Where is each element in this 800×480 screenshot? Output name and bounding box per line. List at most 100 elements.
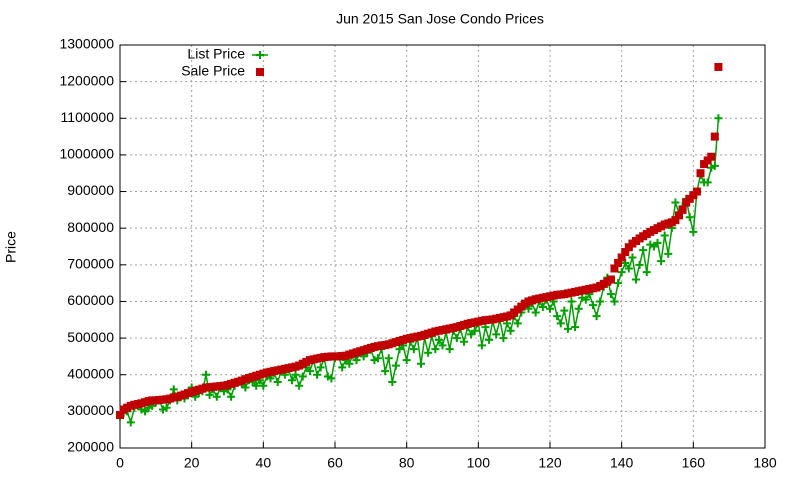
plot-frame <box>119 44 766 449</box>
data-point <box>438 341 447 350</box>
data-point <box>291 370 300 379</box>
data-point <box>571 323 580 332</box>
data-point <box>639 246 648 255</box>
y-tick-label: 300000 <box>67 402 114 418</box>
x-tick-label: 20 <box>184 455 200 471</box>
x-tick-label: 80 <box>399 455 415 471</box>
data-point <box>241 383 250 392</box>
y-tick-label: 1200000 <box>59 72 114 88</box>
data-point <box>685 213 694 222</box>
data-point <box>606 290 615 299</box>
x-tick-label: 0 <box>116 455 124 471</box>
data-point <box>546 304 554 313</box>
data-point <box>714 114 723 123</box>
y-tick-label: 900000 <box>67 182 114 198</box>
x-tick-label: 180 <box>753 455 777 471</box>
data-point <box>610 297 619 306</box>
data-point <box>506 326 515 335</box>
data-point <box>445 345 454 354</box>
data-point <box>614 279 623 288</box>
data-point <box>592 312 601 321</box>
y-tick-label: 600000 <box>67 292 114 308</box>
data-point <box>460 337 468 346</box>
data-point <box>169 385 178 394</box>
data-point <box>660 231 669 240</box>
data-point <box>381 367 390 376</box>
data-point <box>374 354 382 363</box>
data-point <box>345 359 354 368</box>
data-point <box>589 301 597 310</box>
data-point <box>202 370 210 379</box>
data-point <box>610 264 619 273</box>
chart-title: Jun 2015 San Jose Condo Prices <box>336 11 544 27</box>
y-axis-label: Price <box>3 231 19 263</box>
data-point <box>259 381 268 390</box>
data-point <box>205 390 214 399</box>
data-point <box>538 302 547 311</box>
data-point <box>417 359 425 368</box>
data-point <box>657 257 666 266</box>
x-tick-label: 140 <box>610 455 634 471</box>
data-point <box>305 367 314 376</box>
data-point <box>689 227 698 236</box>
y-tick-label: 700000 <box>67 256 114 272</box>
data-point <box>563 324 572 333</box>
data-point <box>614 258 623 267</box>
data-point <box>391 361 400 370</box>
x-tick-label: 160 <box>682 455 706 471</box>
data-point <box>692 187 701 196</box>
data-point <box>485 335 494 344</box>
data-point <box>707 152 716 161</box>
data-point <box>671 216 680 225</box>
data-point <box>298 372 307 381</box>
x-tick-label: 100 <box>467 455 491 471</box>
data-point <box>384 354 393 363</box>
x-tick-label: 40 <box>256 455 272 471</box>
data-point <box>621 247 630 256</box>
data-point <box>664 249 673 258</box>
data-point <box>273 378 282 387</box>
y-tick-label: 400000 <box>67 365 114 381</box>
data-point <box>477 341 486 350</box>
data-point <box>596 297 605 306</box>
data-point <box>295 381 304 390</box>
data-point <box>431 345 440 354</box>
data-point <box>388 378 397 387</box>
data-point <box>635 260 644 269</box>
data-point <box>316 363 325 372</box>
y-tick-label: 800000 <box>67 219 114 235</box>
legend-marker <box>256 68 264 76</box>
data-point <box>162 403 171 412</box>
data-point <box>492 330 501 339</box>
data-point <box>288 376 296 385</box>
data-point <box>632 275 640 284</box>
legend-label: List Price <box>187 46 245 62</box>
data-point <box>671 198 680 207</box>
y-tick-label: 200000 <box>67 439 114 455</box>
data-point <box>553 312 562 321</box>
y-tick-label: 1300000 <box>59 36 114 52</box>
data-point <box>642 268 651 277</box>
data-point <box>212 392 221 401</box>
data-point <box>710 132 719 141</box>
data-point <box>513 319 522 328</box>
data-point <box>581 295 590 304</box>
data-point <box>499 334 508 343</box>
data-point <box>567 297 576 306</box>
data-point <box>703 178 712 187</box>
y-tick-label: 1000000 <box>59 146 114 162</box>
data-point <box>338 363 347 372</box>
data-point <box>675 211 683 220</box>
data-point <box>606 275 615 284</box>
data-point <box>617 268 626 277</box>
data-point <box>653 238 662 247</box>
data-point <box>624 264 633 273</box>
data-point <box>556 319 565 328</box>
data-point <box>327 374 336 383</box>
y-tick-label: 500000 <box>67 329 114 345</box>
data-point <box>531 308 540 317</box>
data-point <box>227 392 236 401</box>
data-point <box>424 348 433 357</box>
data-point <box>696 169 705 178</box>
